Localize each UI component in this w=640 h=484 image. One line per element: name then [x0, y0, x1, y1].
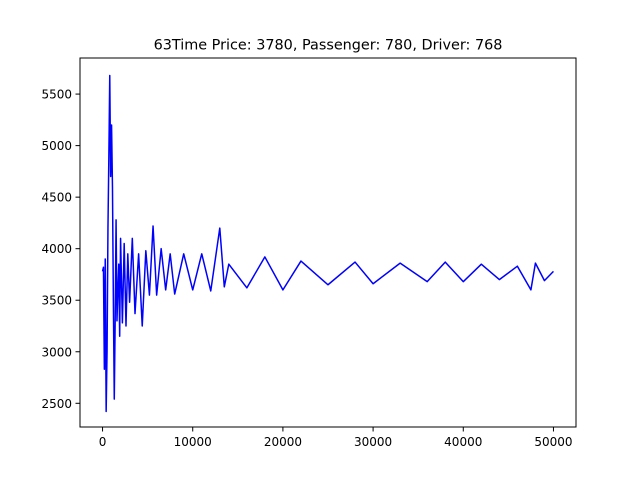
x-tick-label: 30000 — [354, 435, 392, 449]
y-tick-label: 5500 — [41, 88, 72, 102]
x-tick-label: 0 — [99, 435, 107, 449]
y-tick-label: 3000 — [41, 345, 72, 359]
y-tick-label: 4500 — [41, 191, 72, 205]
x-tick-label: 20000 — [264, 435, 302, 449]
axes-frame — [79, 57, 577, 428]
x-tick-label: 10000 — [174, 435, 212, 449]
plot-area — [101, 74, 554, 413]
axes: 0 10000 20000 30000 40000 50000 2500 3000 3500 40… — [41, 57, 577, 449]
y-tick-label: 3500 — [41, 294, 72, 308]
chart-title: 63Time Price: 3780, Passenger: 780, Driv… — [154, 38, 503, 54]
y-tick-label: 4000 — [41, 242, 72, 256]
y-tick-label: 2500 — [41, 397, 72, 411]
x-tick-label: 40000 — [444, 435, 482, 449]
x-tick-label: 50000 — [534, 435, 572, 449]
y-tick-label: 5000 — [41, 139, 72, 153]
series-line-1 — [101, 74, 554, 413]
